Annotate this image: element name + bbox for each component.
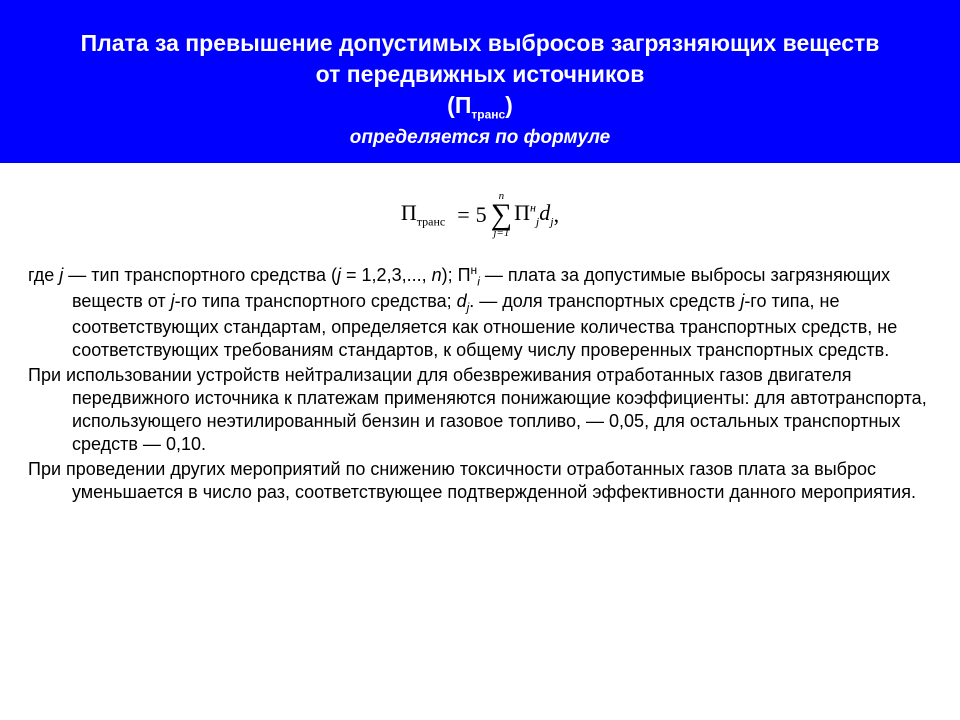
- title-text: Плата за превышение допустимых выбросов …: [81, 30, 880, 87]
- slide-header: Плата за превышение допустимых выбросов …: [0, 0, 960, 163]
- paragraph-1: где j — тип транспортного средства (j = …: [28, 263, 932, 362]
- formula: Птранс = 5 n ∑ j=1 Пнjdj ,: [401, 191, 559, 239]
- formula-lhs: Птранс: [401, 200, 445, 229]
- title-symbol-pre: (П: [447, 92, 471, 118]
- paragraph-2: При использовании устройств нейтрализаци…: [28, 364, 932, 456]
- title-symbol-sub: транс: [471, 108, 505, 122]
- title-symbol-post: ): [505, 92, 513, 118]
- formula-block: Птранс = 5 n ∑ j=1 Пнjdj ,: [0, 163, 960, 257]
- formula-coef: 5: [476, 202, 487, 228]
- sigma-symbol: ∑: [491, 200, 512, 230]
- formula-rhs: Пнjdj: [514, 200, 554, 229]
- paragraph-3: При проведении других мероприятий по сни…: [28, 458, 932, 504]
- slide-title: Плата за превышение допустимых выбросов …: [70, 28, 890, 123]
- sigma-block: n ∑ j=1: [491, 191, 512, 239]
- equals-sign: =: [457, 202, 469, 228]
- sigma-lower: j=1: [493, 228, 509, 239]
- body-text: где j — тип транспортного средства (j = …: [0, 257, 960, 504]
- formula-tail: ,: [554, 202, 560, 228]
- slide-subtitle: определяется по формуле: [70, 127, 890, 149]
